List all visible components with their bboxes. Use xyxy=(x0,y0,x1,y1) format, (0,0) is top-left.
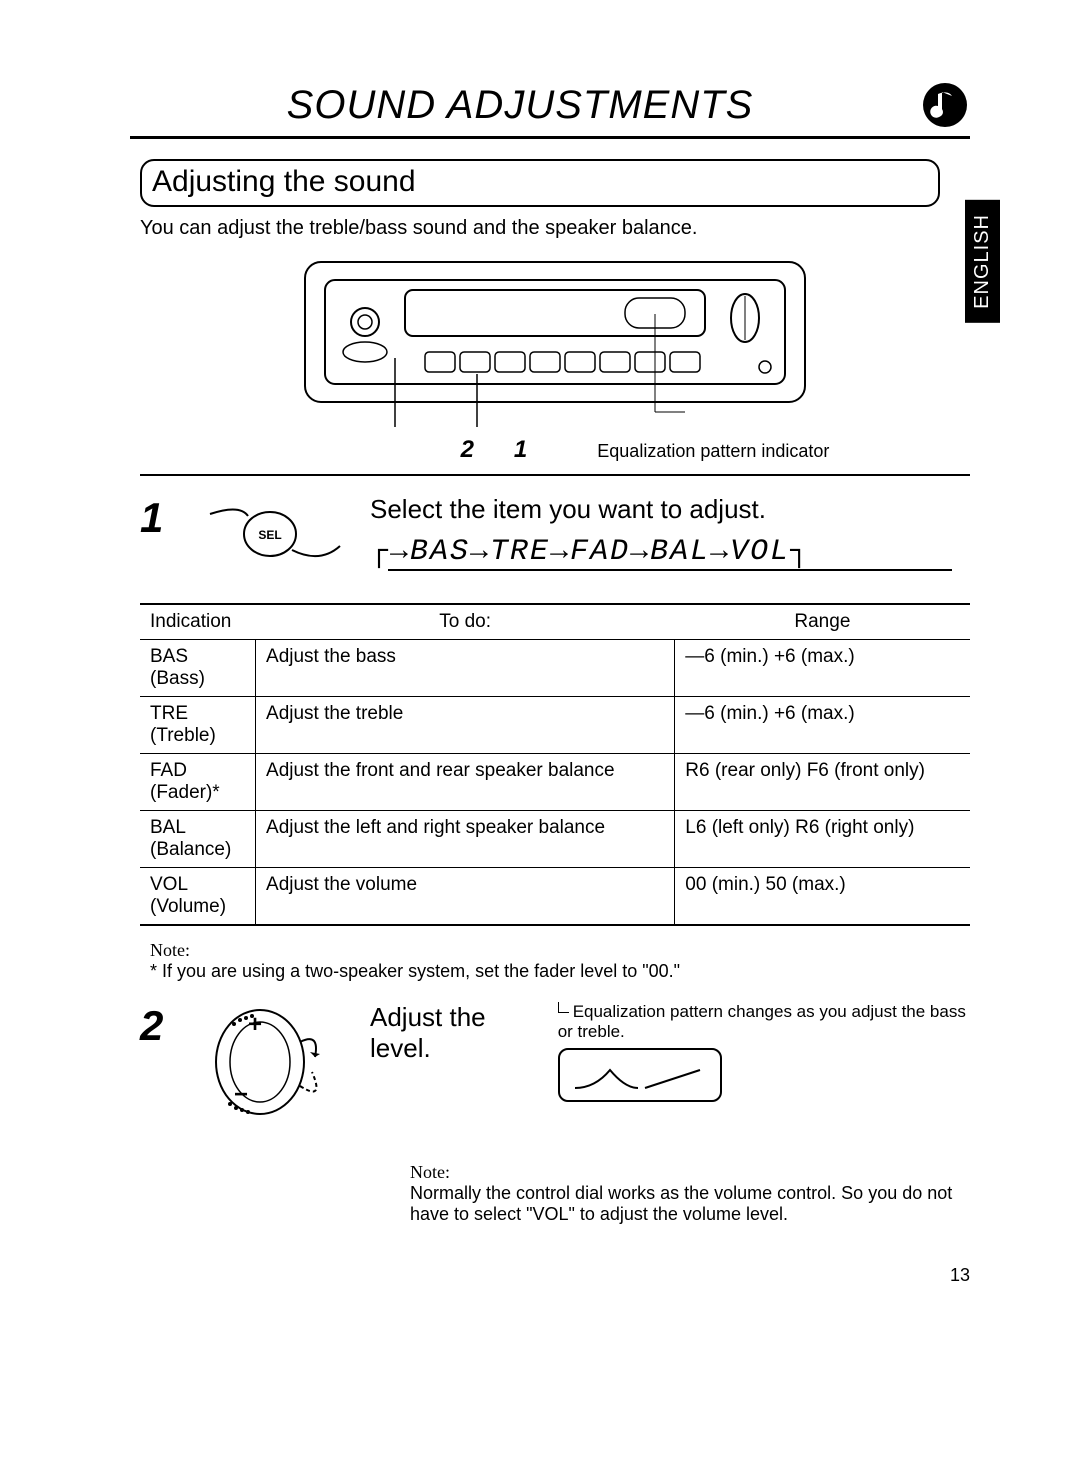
table-row: FAD(Fader)*Adjust the front and rear spe… xyxy=(140,754,970,811)
seg-flow: ┌→BAS→TRE→FAD→BAL→VOL┐ xyxy=(370,535,970,571)
note-2: Note: Normally the control dial works as… xyxy=(410,1162,970,1225)
eq-box xyxy=(558,1048,722,1102)
adjustments-table: Indication To do: Range BAS(Bass)Adjust … xyxy=(140,603,970,926)
step1-title: Select the item you want to adjust. xyxy=(370,494,970,525)
svg-text:−: − xyxy=(234,1081,248,1108)
th-range: Range xyxy=(675,604,970,640)
dial-icon: + − xyxy=(200,1002,350,1132)
sel-button-icon: SEL xyxy=(200,494,350,574)
step2-title: Adjust the level. xyxy=(370,1002,528,1064)
page-number: 13 xyxy=(140,1265,970,1286)
page-title: SOUND ADJUSTMENTS xyxy=(130,83,910,128)
note-1: Note: * If you are using a two-speaker s… xyxy=(150,940,970,982)
th-indication: Indication xyxy=(140,604,256,640)
stereo-caption: 2 1 Equalization pattern indicator xyxy=(140,436,970,464)
step-2: 2 + − Adjust the level. xyxy=(140,1002,970,1132)
table-row: BAL(Balance)Adjust the left and right sp… xyxy=(140,811,970,868)
table-row: VOL(Volume)Adjust the volume00 (min.) 50… xyxy=(140,868,970,926)
language-tab: ENGLISH xyxy=(965,200,1000,323)
step-1: 1 SEL Select the item you want to adjust… xyxy=(140,494,970,589)
table-row: TRE(Treble)Adjust the treble—6 (min.) +6… xyxy=(140,697,970,754)
section-heading: Adjusting the sound xyxy=(140,159,940,207)
intro-text: You can adjust the treble/bass sound and… xyxy=(140,217,970,240)
th-todo: To do: xyxy=(256,604,675,640)
eq-note: Equalization pattern changes as you adju… xyxy=(558,1002,970,1042)
title-row: SOUND ADJUSTMENTS xyxy=(130,80,970,139)
svg-text:+: + xyxy=(248,1011,262,1038)
svg-text:SEL: SEL xyxy=(258,528,281,542)
divider xyxy=(140,474,970,476)
stereo-diagram xyxy=(295,252,815,432)
table-row: BAS(Bass)Adjust the bass—6 (min.) +6 (ma… xyxy=(140,640,970,697)
music-note-icon xyxy=(920,80,970,130)
